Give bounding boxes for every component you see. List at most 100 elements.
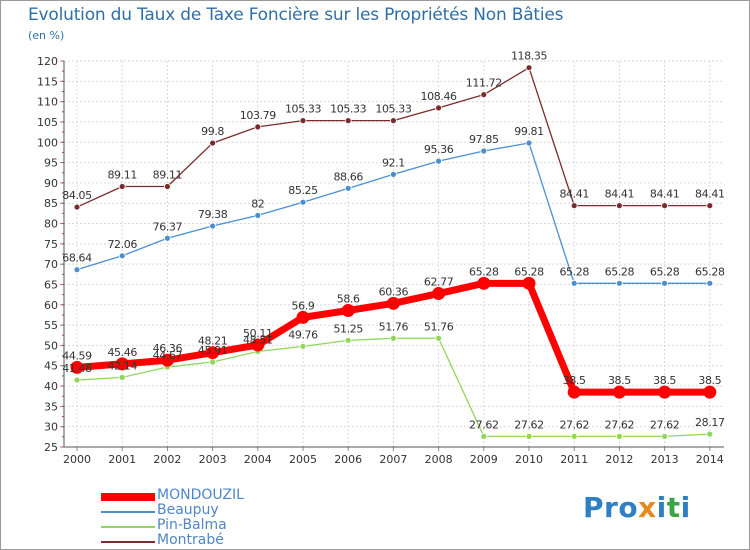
data-point-mondouzil (206, 346, 220, 360)
logo-letter: P (583, 491, 605, 524)
data-label-mondouzil: 46.36 (153, 342, 183, 355)
data-label-pin-balma: 27.62 (469, 418, 499, 431)
y-tick-label: 105 (37, 116, 58, 129)
data-point-montrabe (209, 139, 217, 147)
data-label-beaupuy: 97.85 (469, 133, 499, 146)
data-point-montrabe (299, 117, 307, 125)
data-point-montrabe (706, 202, 714, 210)
x-tick-label: 2003 (199, 453, 227, 466)
data-label-montrabe: 89.11 (153, 169, 183, 182)
data-label-mondouzil: 38.5 (563, 374, 586, 387)
data-label-beaupuy: 68.64 (62, 252, 92, 265)
data-label-beaupuy: 79.38 (198, 208, 228, 221)
data-point-pin-balma (118, 373, 126, 381)
data-label-mondouzil: 48.21 (198, 335, 228, 348)
y-tick-label: 30 (44, 421, 58, 434)
data-point-montrabe (389, 117, 397, 125)
data-point-mondouzil (160, 353, 174, 367)
x-tick-label: 2014 (696, 453, 724, 466)
y-tick-label: 75 (44, 238, 58, 251)
x-tick-label: 2008 (425, 453, 453, 466)
data-point-mondouzil (296, 310, 310, 324)
y-tick-label: 65 (44, 278, 58, 291)
data-label-pin-balma: 51.76 (379, 320, 409, 333)
data-label-montrabe: 84.05 (62, 189, 92, 202)
data-point-beaupuy (299, 198, 307, 206)
data-label-montrabe: 105.33 (375, 103, 411, 116)
data-label-mondouzil: 44.59 (62, 349, 92, 362)
plot-area (64, 61, 724, 447)
data-point-beaupuy (209, 222, 217, 230)
logo-letter: o (618, 491, 639, 524)
data-label-beaupuy: 95.36 (424, 143, 454, 156)
data-label-pin-balma: 51.76 (424, 320, 454, 333)
data-label-beaupuy: 99.81 (514, 125, 544, 138)
data-point-pin-balma (570, 432, 578, 440)
data-label-mondouzil: 62.77 (424, 276, 454, 289)
data-point-mondouzil (522, 276, 536, 290)
legend-swatch-mondouzil (101, 493, 155, 501)
data-label-montrabe: 118.35 (511, 50, 547, 63)
data-point-beaupuy (254, 211, 262, 219)
x-tick-label: 2006 (334, 453, 362, 466)
x-tick-label: 2010 (515, 453, 543, 466)
x-tick-label: 2011 (560, 453, 588, 466)
data-label-beaupuy: 72.06 (107, 238, 137, 251)
y-tick-label: 55 (44, 319, 58, 332)
y-tick-label: 100 (37, 136, 58, 149)
data-label-montrabe: 84.41 (695, 188, 725, 201)
y-tick-label: 25 (44, 441, 58, 454)
data-point-beaupuy (344, 184, 352, 192)
data-label-pin-balma: 27.62 (650, 418, 680, 431)
data-point-beaupuy (435, 157, 443, 165)
data-point-montrabe (570, 202, 578, 210)
legend-swatch-pin-balma (101, 526, 155, 528)
data-label-beaupuy: 65.28 (695, 265, 725, 278)
data-point-montrabe (616, 202, 623, 210)
data-label-beaupuy: 92.1 (382, 156, 405, 169)
logo-letter: i (656, 491, 667, 524)
data-point-pin-balma (616, 432, 623, 440)
data-point-montrabe (480, 91, 488, 99)
data-label-montrabe: 105.33 (330, 103, 366, 116)
data-label-mondouzil: 56.9 (292, 299, 315, 312)
data-label-montrabe: 84.41 (559, 188, 589, 201)
data-point-mondouzil (612, 385, 626, 399)
data-point-montrabe (73, 203, 81, 211)
data-point-mondouzil (251, 338, 265, 352)
data-label-pin-balma: 27.62 (605, 418, 635, 431)
y-tick-label: 35 (44, 400, 58, 413)
x-tick-label: 2007 (379, 453, 407, 466)
data-label-beaupuy: 82 (251, 197, 264, 210)
data-point-pin-balma (706, 430, 714, 438)
data-point-montrabe (525, 64, 533, 72)
data-label-pin-balma: 51.25 (333, 322, 363, 335)
data-label-mondouzil: 38.5 (608, 374, 631, 387)
data-point-montrabe (435, 104, 443, 112)
data-point-pin-balma (525, 432, 533, 440)
y-axis-unit-label: (en %) (28, 29, 65, 42)
data-label-mondouzil: 45.46 (107, 346, 137, 359)
y-tick-label: 60 (44, 299, 58, 312)
y-tick-label: 115 (37, 75, 58, 88)
y-tick-label: 110 (37, 96, 58, 109)
x-tick-label: 2005 (289, 453, 317, 466)
data-label-mondouzil: 58.6 (337, 292, 360, 305)
data-point-pin-balma (389, 334, 397, 342)
data-point-pin-balma (435, 334, 443, 342)
y-tick-label: 50 (44, 339, 58, 352)
y-tick-label: 40 (44, 380, 58, 393)
y-tick-label: 120 (37, 55, 58, 68)
data-point-mondouzil (477, 276, 491, 290)
data-label-pin-balma: 45.91 (198, 344, 228, 357)
data-label-pin-balma: 49.76 (288, 328, 318, 341)
data-point-pin-balma (299, 342, 307, 350)
data-point-beaupuy (480, 147, 488, 155)
data-label-montrabe: 89.11 (107, 169, 137, 182)
data-point-beaupuy (525, 139, 533, 147)
logo-letter: r (604, 491, 619, 524)
data-label-montrabe: 99.8 (201, 125, 224, 138)
data-point-beaupuy (706, 279, 714, 287)
